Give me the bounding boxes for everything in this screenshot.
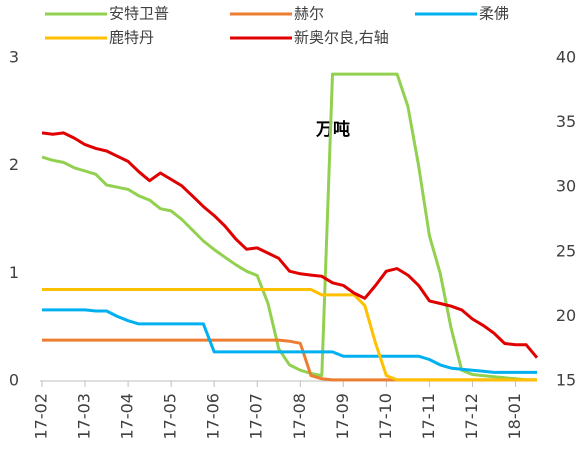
legend-label: 赫尔 (294, 5, 324, 23)
x-tick-label: 17-10 (376, 393, 395, 440)
x-tick-label: 17-04 (118, 393, 137, 440)
y2-tick-label: 20 (556, 306, 576, 325)
y2-tick-label: 25 (556, 241, 576, 260)
x-tick-label: 17-08 (290, 393, 309, 440)
legend-label: 鹿特丹 (109, 29, 154, 47)
legend-label: 安特卫普 (109, 5, 169, 23)
y-tick-label: 3 (9, 48, 19, 67)
legend-label: 新奥尔良,右轴 (294, 29, 389, 47)
x-tick-label: 18-01 (505, 393, 524, 440)
x-tick-label: 17-06 (204, 393, 223, 440)
x-tick-label: 17-07 (247, 393, 266, 440)
annotation: 万吨 (315, 119, 350, 140)
x-tick-label: 17-05 (161, 393, 180, 440)
series-line (41, 131, 539, 359)
y-tick-label: 0 (9, 371, 19, 390)
x-tick-label: 17-11 (419, 393, 438, 440)
y2-tick-label: 15 (556, 371, 576, 390)
y-tick-label: 2 (9, 155, 19, 174)
y2-tick-label: 35 (556, 112, 576, 131)
series-line (42, 288, 537, 382)
x-tick-label: 17-12 (462, 393, 481, 440)
y2-tick-label: 40 (556, 48, 576, 67)
y-tick-label: 1 (9, 263, 19, 282)
series-line (42, 308, 537, 374)
legend-label: 柔佛 (479, 5, 509, 23)
x-tick-label: 17-09 (333, 393, 352, 440)
series-line (42, 338, 537, 382)
y2-tick-label: 30 (556, 177, 576, 196)
x-tick-label: 17-03 (75, 393, 94, 440)
x-tick-label: 17-02 (32, 393, 51, 440)
series-line (41, 72, 537, 382)
